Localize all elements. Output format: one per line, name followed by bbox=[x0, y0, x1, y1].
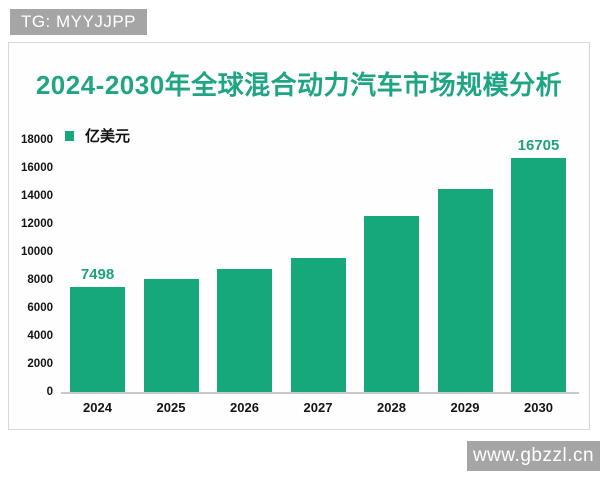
bar-2029 bbox=[437, 189, 493, 392]
y-axis: 0 2000 4000 6000 8000 10000 12000 14000 16000 180… bbox=[9, 134, 53, 397]
chart-title: 2024-2030年全球混合动力汽车市场规模分析 bbox=[35, 70, 563, 100]
bar-column: 2028 bbox=[364, 140, 419, 414]
bar-column: 7498 2024 bbox=[70, 140, 125, 414]
bar-value-label: 7498 bbox=[80, 266, 115, 284]
legend-label: 亿美元 bbox=[85, 128, 131, 145]
y-tick-label: 10000 bbox=[21, 245, 53, 258]
bar-2027 bbox=[290, 257, 346, 392]
legend-swatch-icon bbox=[65, 130, 74, 141]
x-axis-label: 2027 bbox=[303, 400, 333, 415]
y-tick-label: 8000 bbox=[27, 273, 53, 286]
bar-column: 16705 2030 bbox=[511, 137, 566, 414]
bar-2025 bbox=[143, 278, 199, 392]
watermark-bottom-right: www.gbzzl.cn bbox=[467, 441, 600, 471]
bar-column: 2026 bbox=[217, 140, 272, 414]
bar-2026 bbox=[217, 268, 272, 392]
x-axis-label: 2025 bbox=[156, 400, 186, 415]
y-tick-label: 4000 bbox=[27, 329, 53, 342]
x-axis-label: 2029 bbox=[450, 400, 480, 415]
bar-2024 bbox=[70, 287, 125, 392]
y-tick-label: 14000 bbox=[21, 189, 53, 202]
bar-value-label: 16705 bbox=[517, 137, 560, 155]
bar-2028 bbox=[364, 215, 419, 392]
chart-card: 2024-2030年全球混合动力汽车市场规模分析 亿美元 0 2000 4000 60… bbox=[8, 42, 590, 430]
y-tick-label: 16000 bbox=[21, 161, 53, 174]
bar-column: 2027 bbox=[290, 140, 346, 414]
bar-column: 2029 bbox=[437, 140, 493, 414]
y-tick-label: 0 bbox=[46, 385, 53, 398]
y-tick-label: 2000 bbox=[27, 357, 53, 370]
x-axis-line bbox=[61, 392, 579, 394]
x-axis-label: 2028 bbox=[377, 400, 406, 415]
bar-columns: 7498 2024 2025 2026 2027 2028 2029 16705 2030 bbox=[63, 137, 577, 414]
y-tick-label: 6000 bbox=[27, 301, 53, 314]
bar-2030 bbox=[511, 158, 566, 392]
bar-column: 2025 bbox=[143, 140, 199, 414]
y-tick-label: 18000 bbox=[21, 133, 53, 146]
x-axis-label: 2030 bbox=[524, 400, 553, 415]
x-axis-label: 2024 bbox=[83, 400, 112, 415]
watermark-top-left: TG: MYYJJPP bbox=[10, 9, 147, 35]
y-tick-label: 12000 bbox=[21, 217, 53, 230]
legend: 亿美元 bbox=[65, 125, 130, 146]
plot-area: 7498 2024 2025 2026 2027 2028 2029 16705 2030 bbox=[61, 137, 579, 414]
x-axis-label: 2026 bbox=[230, 400, 259, 415]
